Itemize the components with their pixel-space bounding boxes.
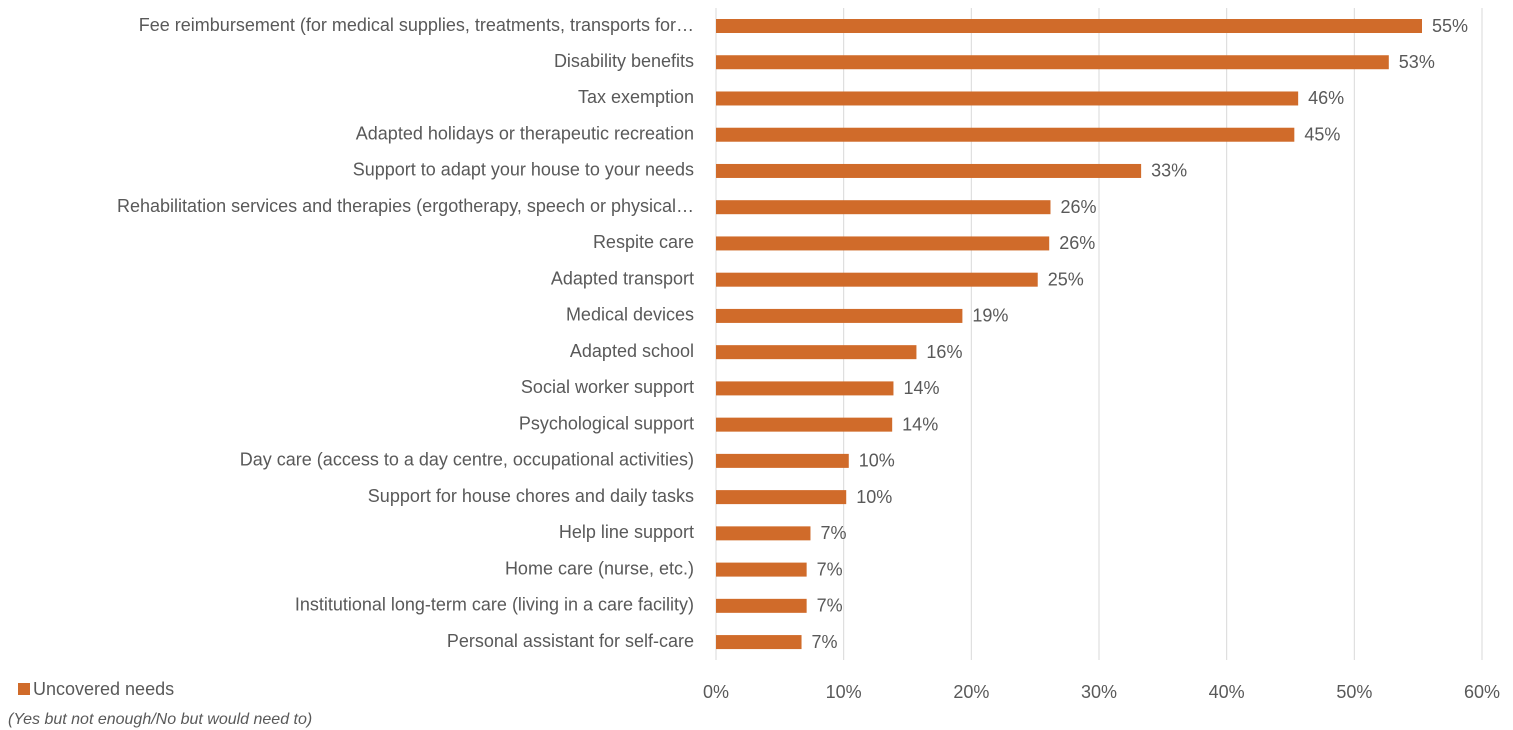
value-label: 10%: [856, 487, 892, 507]
value-label: 7%: [812, 632, 838, 652]
legend-label: Uncovered needs: [33, 679, 174, 699]
category-label: Adapted transport: [551, 268, 694, 288]
bar: [716, 345, 917, 360]
value-label: 26%: [1060, 197, 1096, 217]
category-label: Respite care: [593, 232, 694, 252]
bar: [716, 91, 1299, 106]
value-label: 16%: [926, 342, 962, 362]
bar: [716, 635, 802, 650]
bar: [716, 526, 811, 541]
bar: [716, 562, 807, 577]
x-tick-label: 50%: [1336, 682, 1372, 702]
value-label: 33%: [1151, 161, 1187, 181]
value-label: 55%: [1432, 16, 1468, 36]
value-label: 19%: [972, 306, 1008, 326]
category-label: Psychological support: [519, 413, 694, 433]
x-tick-label: 60%: [1464, 682, 1500, 702]
bar: [716, 236, 1050, 251]
x-tick-label: 0%: [703, 682, 729, 702]
x-tick-label: 10%: [826, 682, 862, 702]
bar: [716, 272, 1038, 287]
value-label: 7%: [817, 559, 843, 579]
category-label: Tax exemption: [578, 87, 694, 107]
value-label: 46%: [1308, 88, 1344, 108]
category-label: Medical devices: [566, 305, 694, 325]
value-label: 14%: [902, 414, 938, 434]
value-label: 45%: [1304, 124, 1340, 144]
bar: [716, 453, 849, 468]
bar: [716, 490, 847, 505]
bar: [716, 19, 1422, 33]
category-label: Rehabilitation services and therapies (e…: [117, 196, 694, 216]
value-label: 7%: [820, 523, 846, 543]
value-label: 7%: [817, 596, 843, 616]
x-tick-label: 40%: [1209, 682, 1245, 702]
category-label: Fee reimbursement (for medical supplies,…: [139, 15, 694, 35]
bar: [716, 381, 894, 396]
bar: [716, 200, 1051, 215]
category-label: Social worker support: [521, 377, 694, 397]
category-label: Adapted school: [570, 341, 694, 361]
value-label: 26%: [1059, 233, 1095, 253]
value-label: 25%: [1048, 269, 1084, 289]
x-tick-label: 30%: [1081, 682, 1117, 702]
category-label: Help line support: [559, 522, 694, 542]
category-label: Disability benefits: [554, 51, 694, 71]
category-label: Day care (access to a day centre, occupa…: [240, 450, 694, 470]
category-label: Home care (nurse, etc.): [505, 558, 694, 578]
bar: [716, 417, 893, 432]
legend-swatch: [18, 683, 30, 695]
bar: [716, 163, 1142, 178]
bar: [716, 127, 1295, 142]
bar: [716, 598, 807, 613]
value-label: 14%: [903, 378, 939, 398]
category-label: Institutional long-term care (living in …: [295, 595, 694, 615]
value-label: 10%: [859, 451, 895, 471]
legend-note: (Yes but not enough/No but would need to…: [8, 711, 312, 728]
category-label: Personal assistant for self-care: [447, 631, 694, 651]
category-label: Support for house chores and daily tasks: [368, 486, 694, 506]
category-label: Adapted holidays or therapeutic recreati…: [356, 123, 694, 143]
value-label: 53%: [1399, 52, 1435, 72]
bar: [716, 308, 963, 323]
bar: [716, 55, 1389, 70]
x-tick-label: 20%: [953, 682, 989, 702]
category-label: Support to adapt your house to your need…: [353, 160, 694, 180]
